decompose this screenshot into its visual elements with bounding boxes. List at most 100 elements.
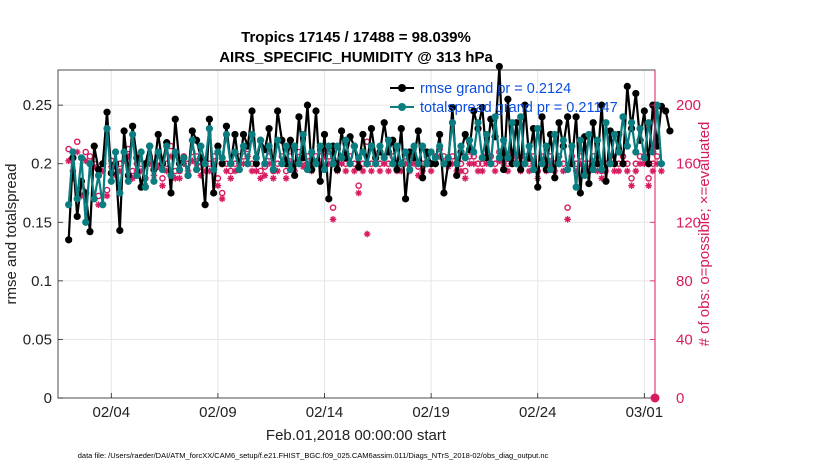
obs-evaluated-stroke [189, 157, 196, 164]
obs-evaluated-stroke [223, 168, 230, 174]
spread-point [282, 142, 290, 150]
spread-point [137, 148, 145, 156]
obs-evaluated-point [342, 167, 350, 175]
obs-evaluated-point [329, 216, 337, 223]
spread-point [393, 142, 401, 150]
rmse-point [397, 124, 405, 133]
x-axis-label: Feb.01,2018 00:00:00 start [266, 427, 447, 444]
spread-point [99, 201, 107, 209]
spread-point [453, 160, 461, 168]
spread-point [86, 160, 94, 168]
y-axis-label: rmse and totalspread [3, 164, 20, 305]
spread-point [512, 160, 521, 168]
obs-evaluated-stroke [598, 175, 605, 182]
spread-point [342, 136, 350, 144]
obs-evaluated-stroke [650, 168, 656, 174]
obs-possible-point [86, 153, 94, 160]
obs-evaluated-point [252, 167, 260, 175]
spread-point [167, 171, 175, 180]
spread-point [610, 130, 619, 139]
legend-spread-marker [398, 103, 406, 111]
spread-point [482, 130, 491, 139]
legend: rmse grand pr = 0.2124 totalspread grand… [390, 81, 618, 116]
spread-point [295, 160, 303, 168]
spread-point [116, 189, 124, 197]
obs-evaluated-stroke [428, 168, 434, 174]
rmse-point [666, 127, 674, 135]
spread-point [180, 154, 188, 162]
spread-line [67, 103, 663, 224]
obs-possible-point [218, 189, 226, 197]
legend-rmse-label: rmse grand pr = 0.2124 [420, 81, 571, 97]
rmse-point [205, 115, 213, 123]
spread-point [401, 148, 410, 156]
rmse-point [359, 130, 367, 139]
spread-point [231, 148, 239, 156]
rmse-point [65, 236, 73, 244]
spread-point [410, 142, 418, 150]
spread-point [244, 160, 252, 168]
rmse-point [320, 130, 329, 139]
spread-point [619, 113, 627, 121]
rmse-point [393, 165, 401, 174]
obs-possible-point [645, 175, 652, 182]
spread-point [517, 113, 525, 121]
spread-point [508, 119, 516, 127]
spread-point [82, 218, 90, 226]
rmse-point [436, 130, 444, 139]
rmse-point [103, 108, 111, 116]
rmse-point [401, 195, 410, 203]
obs-evaluated-stroke [564, 216, 571, 223]
spread-point [252, 154, 260, 162]
obs-possible-point [103, 186, 111, 194]
rmse-point [86, 228, 94, 236]
obs-evaluated-point [427, 167, 435, 175]
spread-point [171, 148, 179, 156]
y-tick-label: 0.15 [23, 214, 52, 231]
x-tick-label: 02/14 [306, 404, 344, 421]
spread-point [623, 142, 631, 150]
obs-evaluated-point [461, 175, 469, 182]
spread-point [465, 136, 474, 144]
obs-evaluated-stroke [82, 157, 89, 164]
legend-spread-label: totalspread grand pr = 0.21147 [420, 100, 618, 116]
rmse-point [598, 101, 606, 109]
spread-point [444, 154, 452, 162]
rmse-point [248, 107, 256, 115]
spread-point [265, 142, 273, 150]
spread-point [418, 142, 427, 150]
spread-point [235, 165, 243, 174]
obs-evaluated-point [491, 167, 499, 175]
rmse-point [538, 113, 546, 121]
spread-point [303, 165, 312, 174]
rmse-point [210, 189, 218, 197]
x-tick-label: 02/19 [412, 404, 450, 421]
spread-point [585, 130, 593, 139]
spread-point [90, 195, 98, 203]
spread-point [350, 142, 358, 150]
spread-point [525, 142, 533, 150]
spread-point [184, 171, 192, 180]
x-tick-label: 02/24 [519, 404, 557, 421]
y2-tick-label: 200 [676, 97, 701, 114]
spread-point [431, 154, 439, 162]
obs-evaluated-point [159, 182, 166, 189]
rmse-point [316, 177, 324, 185]
spread-point [346, 160, 354, 168]
spread-point [568, 142, 576, 150]
rmse-point [274, 107, 282, 115]
obs-evaluated-point [628, 182, 635, 189]
rmse-point [333, 165, 341, 174]
x-tick-label: 02/09 [199, 404, 237, 421]
spread-point [278, 160, 286, 168]
rmse-point [534, 183, 542, 191]
obs-evaluated-stroke [262, 172, 268, 179]
obs-evaluated-stroke [355, 190, 362, 196]
rmse-point [265, 124, 273, 133]
obs-evaluated-point [376, 167, 384, 175]
spread-point [380, 154, 388, 162]
rmse-point [478, 103, 486, 112]
rmse-point [504, 95, 512, 103]
spread-point [559, 136, 567, 144]
spread-point [657, 160, 665, 168]
